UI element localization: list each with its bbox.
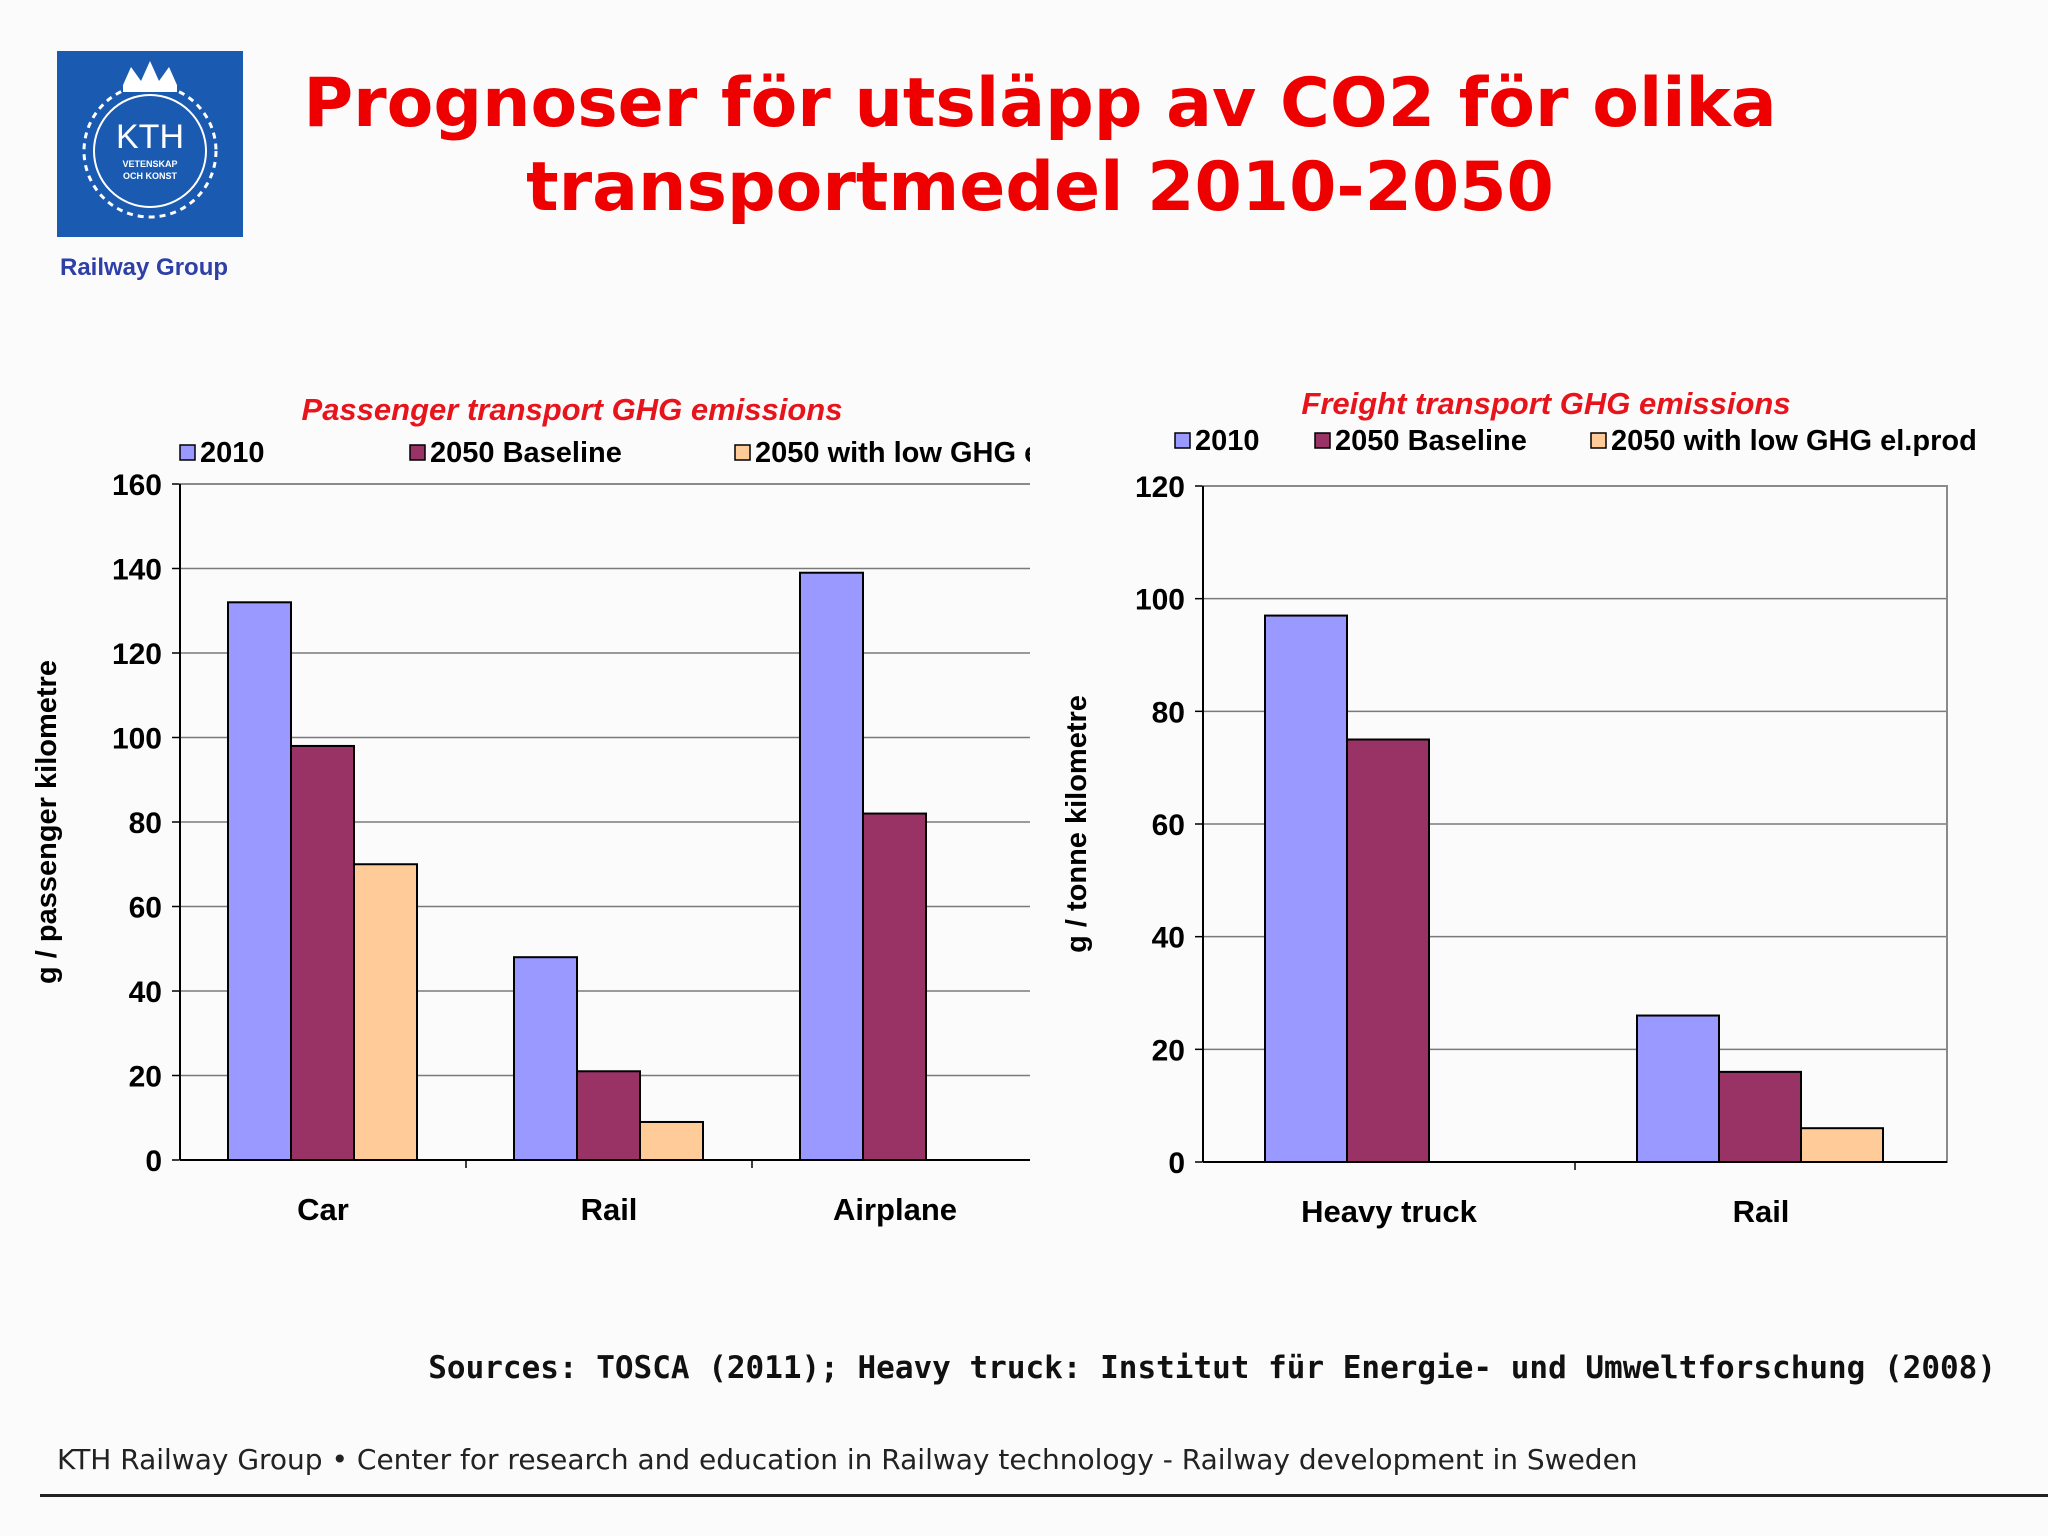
- y-tick-label: 20: [129, 1061, 162, 1094]
- bar: [576, 1070, 641, 1162]
- freight-chart-svg: Freight transport GHG emissions 2010 2050 …: [1061, 386, 1977, 1229]
- y-tick-label: 0: [145, 1145, 162, 1178]
- bar: [639, 1120, 704, 1161]
- passenger-chart-svg: Passenger transport GHG emissions 2010 205…: [31, 392, 1121, 1227]
- y-tick-label: 60: [129, 892, 162, 925]
- legend-label: 2050 with low GHG el.prod: [1611, 425, 1977, 457]
- y-tick-label: 20: [1152, 1034, 1185, 1067]
- y-tick-label: 40: [129, 976, 162, 1009]
- bar: [227, 601, 292, 1162]
- bar: [1800, 1127, 1884, 1164]
- legend-label: 2010: [1195, 425, 1260, 457]
- bar: [513, 956, 578, 1162]
- legend-swatch: [1314, 432, 1331, 449]
- y-tick-label: 100: [112, 723, 162, 756]
- railway-group-label: Railway Group: [60, 254, 229, 281]
- footer-text: KTH Railway Group • Center for research …: [57, 1443, 1638, 1476]
- bar: [353, 863, 418, 1161]
- passenger-chart: Passenger transport GHG emissions 2010 205…: [0, 370, 1121, 1255]
- title-line-2: transportmedel 2010-2050: [526, 148, 1554, 227]
- x-tick-label: Heavy truck: [1301, 1194, 1478, 1229]
- y-tick-label: 100: [1135, 584, 1185, 617]
- page-title: Prognoser för utsläpp av CO2 för olika t…: [260, 62, 1820, 230]
- x-tick-label: Airplane: [833, 1192, 957, 1227]
- bar: [290, 744, 355, 1161]
- legend-label: 2050 with low GHG el.prod: [755, 437, 1030, 469]
- legend-swatch: [179, 444, 196, 461]
- legend-label: 2050 Baseline: [430, 437, 622, 469]
- chart-title: Passenger transport GHG emissions: [302, 392, 843, 427]
- legend-swatch: [409, 444, 426, 461]
- chart-title: Freight transport GHG emissions: [1301, 386, 1790, 421]
- bar: [1346, 738, 1430, 1163]
- logo-subtext-2: OCH KONST: [123, 171, 178, 181]
- y-axis-label: g / tonne kilometre: [1061, 695, 1093, 953]
- freight-chart: Freight transport GHG emissions 2010 2050 …: [1040, 370, 2048, 1255]
- x-tick-label: Rail: [1733, 1194, 1790, 1229]
- legend-label: 2010: [200, 437, 265, 469]
- legend-label: 2050 Baseline: [1335, 425, 1527, 457]
- y-tick-label: 160: [112, 469, 162, 502]
- y-tick-label: 80: [129, 807, 162, 840]
- y-tick-label: 120: [112, 638, 162, 671]
- bar: [1718, 1070, 1802, 1163]
- kth-crest-icon: KTH VETENSKAP OCH KONST: [82, 61, 218, 219]
- y-tick-label: 80: [1152, 696, 1185, 729]
- y-tick-label: 60: [1152, 809, 1185, 842]
- footer-rule: [40, 1494, 2048, 1497]
- y-tick-label: 120: [1135, 471, 1185, 504]
- legend-swatch: [1174, 432, 1191, 449]
- x-tick-label: Rail: [581, 1192, 638, 1227]
- title-line-1: Prognoser för utsläpp av CO2 för olika: [303, 64, 1777, 143]
- x-tick-label: Car: [297, 1192, 349, 1227]
- legend-swatch: [734, 444, 751, 461]
- legend-swatch: [1590, 432, 1607, 449]
- y-tick-label: 140: [112, 554, 162, 587]
- bar: [1636, 1014, 1720, 1163]
- bar: [1264, 614, 1348, 1164]
- bar: [862, 812, 927, 1161]
- kth-logo: KTH VETENSKAP OCH KONST: [57, 51, 243, 237]
- sources-note: Sources: TOSCA (2011); Heavy truck: Inst…: [428, 1350, 1996, 1386]
- logo-text: KTH: [116, 118, 184, 156]
- logo-subtext-1: VETENSKAP: [122, 159, 177, 169]
- y-axis-label: g / passenger kilometre: [31, 660, 63, 984]
- bar: [799, 571, 864, 1162]
- y-tick-label: 0: [1168, 1147, 1185, 1180]
- y-tick-label: 40: [1152, 922, 1185, 955]
